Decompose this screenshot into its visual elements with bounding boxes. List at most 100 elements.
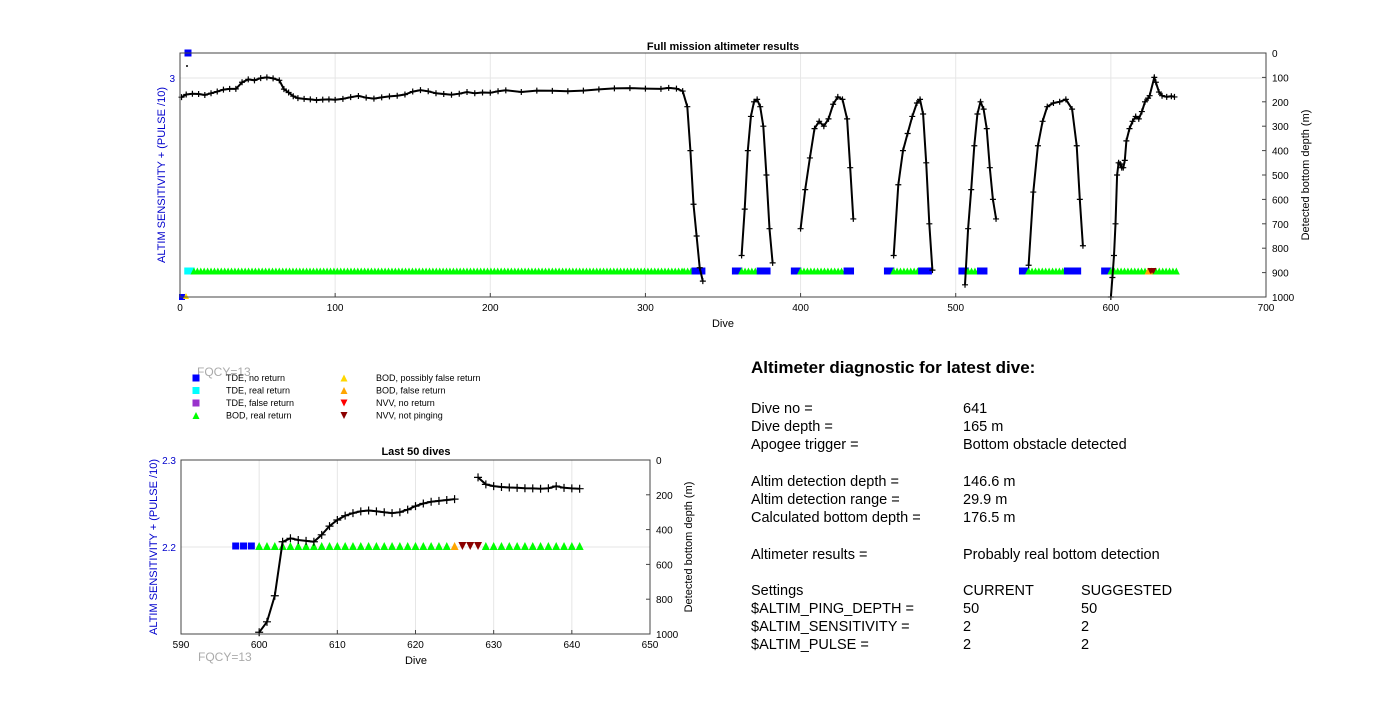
- depth-point: [394, 92, 401, 99]
- row-dive-no: Dive no = 641: [751, 400, 1351, 418]
- depth-point: [744, 147, 751, 154]
- depth-point: [834, 93, 841, 100]
- bottom-chart-title: Last 50 dives: [381, 446, 450, 458]
- depth-point: [1069, 106, 1076, 113]
- depth-point: [1168, 93, 1175, 100]
- legend-fqcy-label: FQCY=13: [197, 365, 251, 379]
- depth-point: [1073, 142, 1080, 149]
- depth-point: [1076, 196, 1083, 203]
- depth-point: [626, 85, 633, 92]
- depth-point: [395, 508, 404, 517]
- legend-marker: [340, 412, 348, 419]
- legend-marker: [340, 399, 348, 407]
- bod-real-return-marker: [419, 542, 428, 550]
- depth-series-line: [258, 498, 455, 633]
- depth-point: [270, 75, 277, 82]
- row-apogee: Apogee trigger = Bottom obstacle detected: [751, 436, 1351, 454]
- depth-point: [419, 499, 428, 508]
- depth-point: [502, 87, 509, 94]
- depth-point: [564, 88, 571, 95]
- depth-point: [1056, 98, 1063, 105]
- depth-point: [263, 74, 270, 81]
- depth-point: [611, 85, 618, 92]
- depth-point: [417, 87, 424, 94]
- bod-real-return-marker: [348, 542, 357, 550]
- depth-point: [388, 509, 397, 518]
- legend-item-label: NVV, not pinging: [376, 411, 443, 421]
- status-marker: [735, 267, 743, 275]
- top-status-markers: [179, 49, 1180, 300]
- depth-point: [325, 96, 332, 103]
- bod-real-return-marker: [372, 542, 381, 550]
- depth-point: [687, 147, 694, 154]
- depth-point: [983, 125, 990, 132]
- status-marker: [794, 267, 802, 275]
- depth-point: [474, 473, 483, 482]
- depth-point: [844, 115, 851, 122]
- depth-point: [1163, 93, 1170, 100]
- depth-point: [226, 85, 233, 92]
- depth-point: [595, 86, 602, 93]
- depth-point: [760, 123, 767, 130]
- row-sensitivity: $ALTIM_SENSITIVITY = 2 2: [751, 618, 1351, 636]
- status-marker: [187, 267, 195, 275]
- depth-point: [806, 154, 813, 161]
- left-tick-label: 3: [169, 74, 175, 85]
- top-axis-ticks: 0 100 200 300 400 500 600 700 0 100 200 300 400 500 60…: [169, 49, 1294, 314]
- depth-point: [208, 90, 215, 97]
- tde-no-return-marker: [232, 542, 240, 550]
- x-tick-label: 0: [177, 303, 183, 314]
- bod-real-return-marker: [341, 542, 350, 550]
- bod-real-return-marker: [544, 542, 553, 550]
- depth-point: [926, 220, 933, 227]
- depth-point: [286, 534, 295, 543]
- bod-real-return-marker: [411, 542, 420, 550]
- depth-point: [497, 482, 506, 491]
- suggested-header: SUGGESTED: [1081, 582, 1173, 599]
- bottom-plot-frame: [180, 459, 651, 635]
- legend-marker: [192, 412, 200, 419]
- depth-point: [1120, 164, 1127, 171]
- depth-series-line: [1027, 98, 1084, 266]
- depth-point: [642, 85, 649, 92]
- legend-item-label: BOD, real return: [226, 411, 292, 421]
- depth-point: [1141, 98, 1148, 105]
- depth-point: [333, 516, 342, 525]
- bod-real-return-marker: [427, 542, 436, 550]
- legend-item-label: TDE, real return: [226, 386, 290, 396]
- depth-point: [962, 281, 969, 288]
- altimeter-diagnostic: Altimeter diagnostic for latest dive: Di…: [751, 358, 1351, 655]
- legend: FQCY=13 TDE, no return TDE, real return TD…: [192, 365, 481, 421]
- dive-no-label: Dive no =: [751, 401, 813, 417]
- bod-real-return-marker: [262, 542, 271, 550]
- legend-marker: [192, 374, 200, 382]
- depth-point: [693, 233, 700, 239]
- status-marker: [1022, 267, 1030, 275]
- depth-point: [239, 79, 246, 86]
- depth-point: [567, 484, 576, 493]
- det-depth-value: 146.6 m: [963, 473, 1016, 490]
- depth-point: [481, 480, 490, 489]
- depth-point: [825, 115, 832, 122]
- depth-point: [1129, 118, 1136, 125]
- depth-point: [257, 75, 264, 82]
- results-value: Probably real bottom detection: [963, 546, 1160, 563]
- depth-point: [201, 91, 208, 98]
- current-header: CURRENT: [963, 582, 1034, 599]
- depth-point: [189, 90, 196, 97]
- right-tick-label: 400: [1272, 147, 1289, 158]
- depth-point: [977, 98, 984, 105]
- depth-point: [1155, 89, 1162, 96]
- depth-point: [1062, 96, 1069, 103]
- depth-point: [1110, 252, 1117, 259]
- right-tick-label: 600: [656, 560, 673, 571]
- legend-item-label: TDE, false return: [226, 398, 294, 408]
- nvv-not-pinging-marker: [458, 542, 467, 550]
- depth-point: [549, 87, 556, 94]
- apogee-label: Apogee trigger =: [751, 437, 859, 454]
- depth-point: [528, 484, 537, 493]
- depth-point: [518, 89, 525, 96]
- top-depth-series: [178, 73, 1178, 300]
- depth-point: [363, 94, 370, 101]
- depth-point: [302, 536, 311, 545]
